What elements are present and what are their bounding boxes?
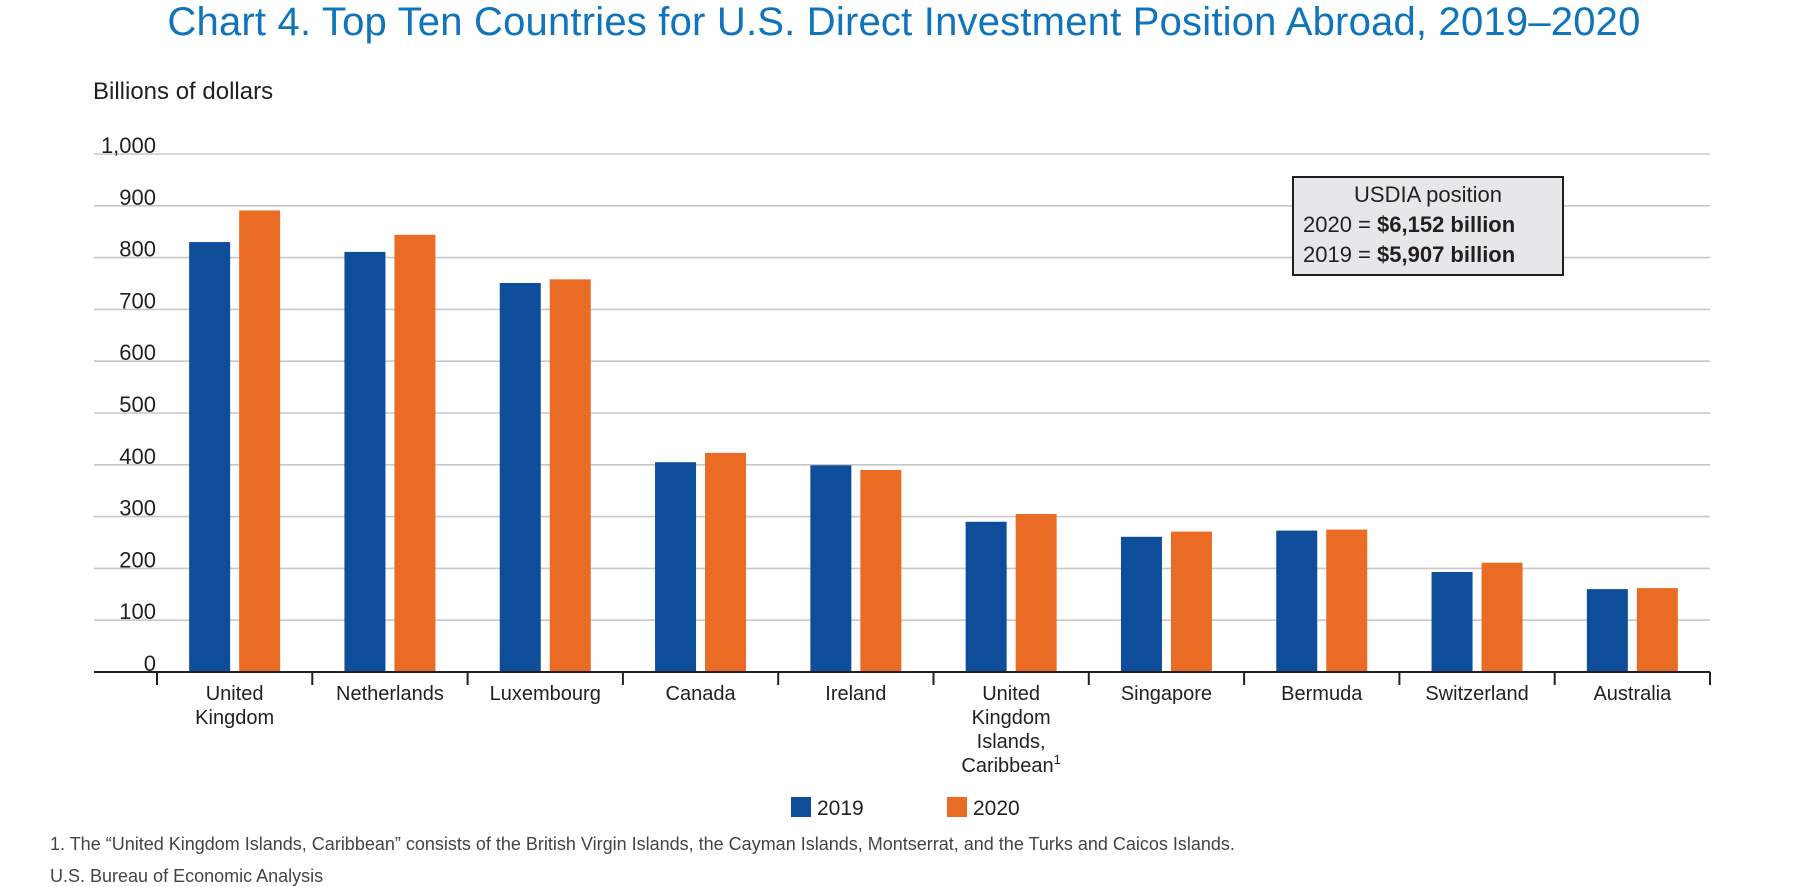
legend: 2019 2020 <box>791 797 1020 820</box>
bar-2019 <box>1120 536 1162 672</box>
bar-2019 <box>810 465 852 672</box>
bar-2019 <box>344 251 386 673</box>
source-note: U.S. Bureau of Economic Analysis <box>50 866 324 886</box>
bar-2020 <box>394 234 436 673</box>
x-category-label: Switzerland <box>1425 683 1528 705</box>
bar-2019 <box>1276 530 1318 672</box>
y-tick-label: 900 <box>119 185 156 210</box>
y-tick-label: 300 <box>119 496 156 521</box>
y-tick-label: 0 <box>144 651 156 676</box>
bar-2019 <box>189 242 231 672</box>
bar-2020 <box>239 210 281 672</box>
annotation-line-2020: 2020 = $6,152 billion <box>1303 212 1515 237</box>
y-tick-label: 100 <box>119 599 156 624</box>
y-axis-label: Billions of dollars <box>93 78 274 105</box>
bars <box>189 210 1678 673</box>
legend-label-2020: 2020 <box>973 797 1020 820</box>
bar-2020 <box>1326 529 1368 672</box>
annotation-prefix-2020: 2020 = <box>1303 212 1377 237</box>
bar-2019 <box>655 462 697 672</box>
x-category-label: Ireland <box>825 683 886 705</box>
annotation-line-2019: 2019 = $5,907 billion <box>1303 242 1515 267</box>
y-tick-label: 200 <box>119 547 156 572</box>
annotation-prefix-2019: 2019 = <box>1303 242 1377 267</box>
y-tick-label: 800 <box>119 237 156 262</box>
bar-2019 <box>499 282 541 672</box>
bar-2019 <box>1586 589 1628 672</box>
x-category-label: Singapore <box>1121 683 1212 705</box>
x-category-label: Netherlands <box>336 683 444 705</box>
x-category-label: Australia <box>1593 683 1672 705</box>
x-category-label: Canada <box>666 683 737 705</box>
y-tick-label: 500 <box>119 392 156 417</box>
y-tick-label: 600 <box>119 340 156 365</box>
x-category-label: Bermuda <box>1281 683 1363 705</box>
bar-2019 <box>965 521 1007 672</box>
bar-2020 <box>1015 514 1057 672</box>
annotation-value-2019: $5,907 billion <box>1377 242 1515 267</box>
chart-title: Chart 4. Top Ten Countries for U.S. Dire… <box>167 0 1641 44</box>
bar-2020 <box>549 279 591 672</box>
x-category-label: Luxembourg <box>490 683 601 705</box>
y-tick-label: 1,000 <box>101 133 156 158</box>
annotation-value-2020: $6,152 billion <box>1377 212 1515 237</box>
bar-2020 <box>1481 562 1523 672</box>
bar-2019 <box>1431 572 1473 672</box>
bar-2020 <box>705 452 747 672</box>
legend-swatch-2020 <box>947 797 967 817</box>
x-category-label: United Kingdom <box>195 683 274 729</box>
bar-2020 <box>1170 531 1212 672</box>
annotation-box-frame <box>1292 176 1564 276</box>
y-tick-label: 400 <box>119 444 156 469</box>
x-axis: United Kingdom Netherlands Luxembourg Canada… <box>94 671 1711 777</box>
footnote: 1. The “United Kingdom Islands, Caribbea… <box>50 834 1235 854</box>
y-axis-ticks: 0 100 200 300 400 500 600 700 800 900 1,000 <box>101 133 156 676</box>
usdia-annotation-box: USDIA position 2020 = $6,152 billion 201… <box>1292 176 1564 276</box>
bar-2020 <box>860 469 902 672</box>
bar-2020 <box>1636 588 1678 672</box>
annotation-heading: USDIA position <box>1354 182 1502 207</box>
y-tick-label: 700 <box>119 288 156 313</box>
legend-swatch-2019 <box>791 797 811 817</box>
legend-label-2019: 2019 <box>817 797 864 820</box>
x-category-label: United Kingdom Islands, Caribbean1 <box>961 683 1061 777</box>
